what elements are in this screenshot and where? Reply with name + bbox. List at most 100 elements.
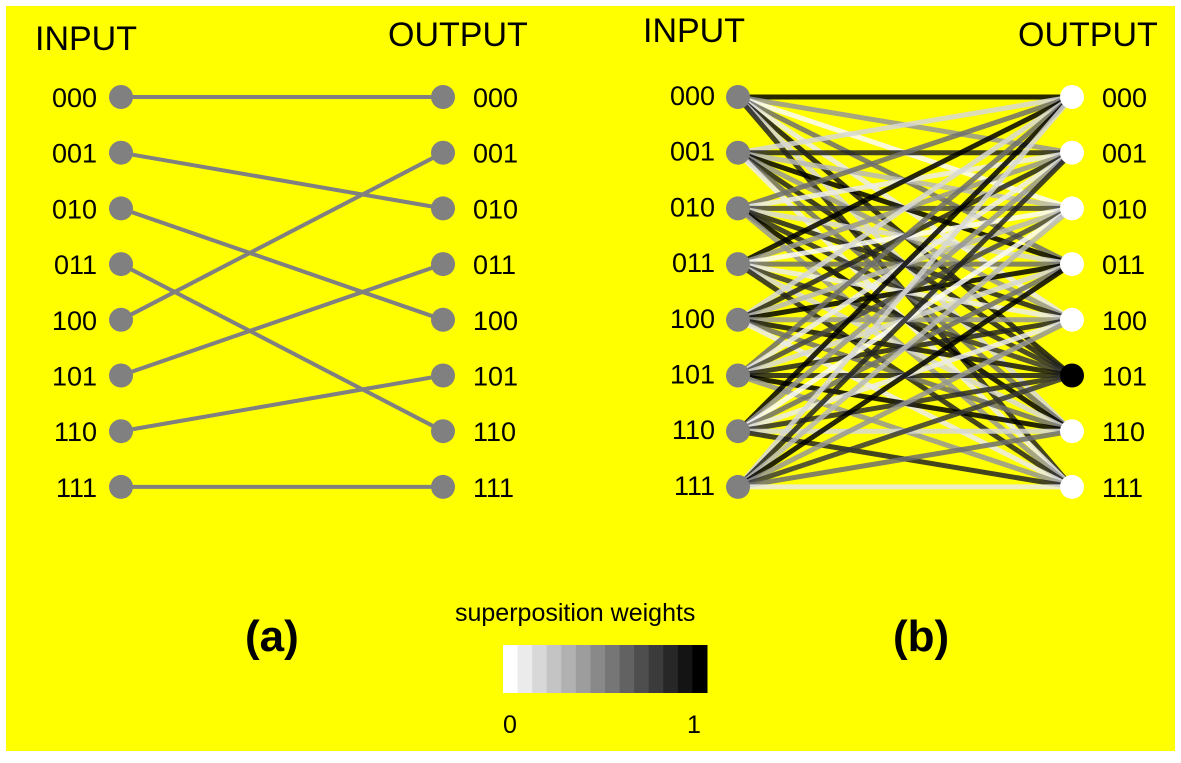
superposition-edge bbox=[737, 428, 1073, 490]
output-node bbox=[1060, 140, 1084, 165]
input-node bbox=[726, 196, 750, 221]
input-node bbox=[109, 419, 133, 444]
output-label: 001 bbox=[473, 139, 518, 169]
legend-step bbox=[677, 645, 693, 693]
superposition-edge bbox=[737, 373, 1073, 490]
panel-a-output-header: OUTPUT bbox=[388, 16, 528, 54]
superposition-edge bbox=[736, 95, 1074, 378]
legend-max-label: 1 bbox=[687, 711, 701, 739]
mapping-edge bbox=[120, 373, 444, 434]
superposition-edge bbox=[736, 95, 1074, 489]
output-label: 100 bbox=[473, 306, 518, 336]
input-label: 111 bbox=[674, 471, 715, 501]
panel-b-output-header: OUTPUT bbox=[1018, 16, 1158, 54]
weights-legend: superposition weights 0 1 bbox=[455, 599, 708, 739]
output-label: 000 bbox=[473, 83, 518, 113]
input-node bbox=[109, 252, 133, 277]
legend-gradient-bar bbox=[503, 645, 708, 693]
input-node bbox=[726, 307, 750, 332]
mapping-edge bbox=[120, 206, 444, 322]
superposition-edge bbox=[736, 317, 1074, 490]
output-label: 011 bbox=[1102, 250, 1145, 280]
highlighted-output-node bbox=[1060, 363, 1084, 388]
output-label: 101 bbox=[1102, 362, 1147, 392]
superposition-edge bbox=[736, 95, 1074, 433]
mapping-edge bbox=[120, 262, 444, 378]
legend-step bbox=[692, 645, 708, 693]
input-node bbox=[109, 363, 133, 388]
input-label: 010 bbox=[52, 194, 97, 224]
superposition-edge bbox=[736, 262, 1074, 489]
superposition-edge bbox=[736, 94, 1074, 322]
input-label: 010 bbox=[670, 192, 715, 222]
output-label: 110 bbox=[473, 417, 516, 447]
input-label: 110 bbox=[54, 417, 97, 447]
panel-a: INPUT OUTPUT 000 001 010 011 100 101 110 111 000… bbox=[35, 16, 528, 661]
output-node bbox=[1060, 196, 1084, 221]
input-node bbox=[726, 474, 750, 499]
output-label: 010 bbox=[473, 194, 518, 224]
superposition-edge bbox=[737, 94, 1073, 156]
output-node bbox=[1060, 307, 1084, 332]
mapping-edge bbox=[120, 150, 444, 322]
input-label: 000 bbox=[52, 83, 97, 113]
input-node bbox=[109, 196, 133, 221]
panel-b-labels: 000 001 010 011 100 101 110 111 000 001 010 011 100 1… bbox=[670, 81, 1147, 503]
input-label: 000 bbox=[670, 81, 715, 111]
output-node bbox=[1060, 474, 1084, 499]
input-label: 100 bbox=[670, 304, 715, 334]
panel-b: INPUT OUTPUT 000001010011100101110111000… bbox=[643, 12, 1158, 661]
input-label: 100 bbox=[52, 306, 97, 336]
panel-b-edges bbox=[736, 94, 1074, 490]
input-node bbox=[109, 140, 133, 165]
input-label: 001 bbox=[52, 139, 97, 169]
background-panel bbox=[6, 6, 1175, 751]
legend-step bbox=[590, 645, 606, 693]
output-label: 111 bbox=[1102, 473, 1143, 503]
legend-step bbox=[605, 645, 621, 693]
panel-a-nodes bbox=[109, 85, 455, 499]
input-node bbox=[109, 85, 133, 109]
input-label: 011 bbox=[54, 250, 97, 280]
panel-a-input-header: INPUT bbox=[35, 20, 137, 58]
legend-step bbox=[546, 645, 562, 693]
output-node bbox=[431, 196, 455, 221]
output-node bbox=[431, 474, 455, 499]
legend-step bbox=[575, 645, 591, 693]
input-label: 011 bbox=[672, 248, 715, 278]
superposition-edge bbox=[736, 206, 1074, 489]
panel-b-label: (b) bbox=[893, 612, 949, 661]
legend-step bbox=[517, 645, 533, 693]
legend-step bbox=[648, 645, 664, 693]
output-label: 011 bbox=[473, 250, 516, 280]
input-label: 110 bbox=[672, 415, 715, 445]
input-node bbox=[726, 419, 750, 444]
superposition-edge bbox=[736, 94, 1074, 267]
panel-a-label: (a) bbox=[245, 612, 299, 661]
input-label: 101 bbox=[52, 362, 97, 392]
input-node bbox=[726, 85, 750, 109]
legend-step bbox=[532, 645, 548, 693]
input-label: 101 bbox=[670, 360, 715, 390]
panel-b-input-header: INPUT bbox=[643, 12, 745, 50]
superposition-edge bbox=[737, 94, 1073, 211]
output-node bbox=[1060, 85, 1084, 109]
output-node bbox=[431, 252, 455, 277]
input-node bbox=[109, 474, 133, 499]
legend-step bbox=[663, 645, 679, 693]
input-node bbox=[726, 252, 750, 277]
input-label: 111 bbox=[56, 473, 97, 503]
input-node bbox=[109, 307, 133, 332]
legend-title: superposition weights bbox=[455, 599, 695, 627]
output-label: 100 bbox=[1102, 306, 1147, 336]
output-label: 101 bbox=[473, 362, 518, 392]
legend-step bbox=[634, 645, 650, 693]
input-label: 001 bbox=[670, 137, 715, 167]
legend-min-label: 0 bbox=[503, 711, 517, 739]
input-node bbox=[726, 363, 750, 388]
mapping-edge bbox=[120, 150, 444, 211]
legend-step bbox=[619, 645, 635, 693]
output-label: 010 bbox=[1102, 194, 1147, 224]
output-node bbox=[1060, 252, 1084, 277]
